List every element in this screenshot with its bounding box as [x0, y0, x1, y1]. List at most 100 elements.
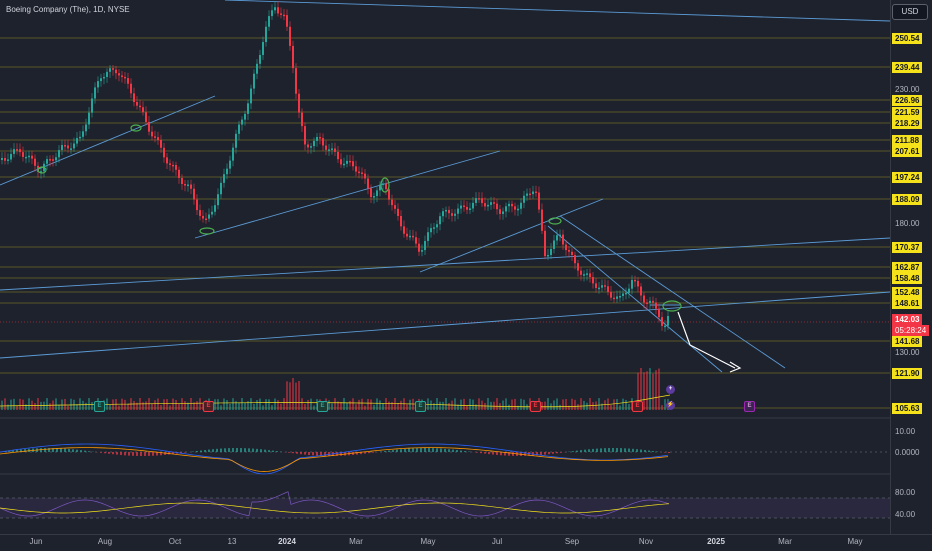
candle — [346, 161, 348, 164]
candle — [292, 46, 294, 68]
candle — [586, 273, 588, 275]
volume-bar — [190, 398, 192, 410]
candle — [70, 148, 72, 150]
time-axis[interactable] — [0, 534, 932, 551]
candle — [142, 107, 144, 112]
earnings-marker[interactable]: E — [744, 401, 755, 412]
volume-bar — [304, 404, 306, 410]
macd-histogram-bar — [448, 449, 450, 452]
candle — [298, 94, 300, 113]
volume-bar — [16, 406, 18, 410]
currency-button[interactable]: USD — [892, 4, 928, 20]
volume-bar — [124, 400, 126, 410]
candle — [307, 144, 309, 147]
volume-bar — [1, 401, 3, 410]
macd-histogram-bar — [196, 451, 198, 452]
earnings-marker[interactable]: E — [203, 401, 214, 412]
macd-histogram-bar — [256, 449, 258, 452]
candle — [526, 194, 528, 196]
macd-histogram-bar — [620, 448, 622, 452]
macd-histogram-bar — [140, 452, 142, 456]
volume-bar — [292, 378, 294, 410]
volume-bar — [262, 405, 264, 410]
candle — [172, 165, 174, 167]
candle — [649, 301, 651, 303]
time-axis-label: Jun — [30, 537, 43, 546]
earnings-marker[interactable]: E — [530, 401, 541, 412]
volume-bar — [406, 404, 408, 410]
earnings-marker[interactable]: E — [632, 401, 643, 412]
candle — [520, 203, 522, 209]
volume-bar — [118, 406, 120, 410]
candle — [394, 205, 396, 209]
event-circle-icon[interactable]: + — [666, 385, 675, 394]
price-level-label: 188.09 — [892, 194, 922, 205]
candle — [232, 148, 234, 161]
candle — [1, 158, 3, 160]
macd-histogram-bar — [144, 452, 146, 456]
candle — [331, 148, 333, 150]
volume-bar — [82, 401, 84, 410]
candle — [64, 145, 66, 147]
earnings-marker[interactable]: E — [415, 401, 426, 412]
volume-bar — [112, 399, 114, 410]
time-axis-label: Jul — [492, 537, 502, 546]
volume-bar — [592, 402, 594, 410]
candle — [133, 93, 135, 102]
volume-bar — [469, 399, 471, 410]
candle — [595, 283, 597, 288]
candle — [94, 87, 96, 98]
candle — [325, 146, 327, 150]
macd-histogram-bar — [628, 449, 630, 452]
candle — [367, 179, 369, 189]
candle — [91, 98, 93, 112]
volume-bar — [520, 399, 522, 410]
candle — [409, 236, 411, 238]
volume-bar — [655, 370, 657, 410]
chart-title: Boeing Company (The), 1D, NYSE — [6, 5, 130, 14]
volume-bar — [274, 398, 276, 410]
candle — [178, 170, 180, 178]
macd-histogram-bar — [64, 449, 66, 452]
macd-histogram-bar — [216, 449, 218, 452]
volume-bar — [508, 405, 510, 410]
candle — [604, 285, 606, 287]
time-axis-label: Oct — [169, 537, 181, 546]
volume-bar — [514, 399, 516, 410]
candle — [478, 198, 480, 200]
price-chart[interactable] — [0, 0, 890, 534]
candle — [451, 213, 453, 216]
event-circle-icon[interactable]: ⚡ — [666, 401, 675, 410]
candle — [667, 316, 669, 326]
volume-bar — [394, 398, 396, 410]
candle — [271, 10, 273, 16]
earnings-marker[interactable]: E — [317, 401, 328, 412]
candle — [475, 198, 477, 203]
macd-histogram-bar — [480, 452, 482, 453]
candle — [631, 280, 633, 289]
macd-histogram-bar — [80, 450, 82, 452]
volume-bar — [166, 399, 168, 410]
candle — [328, 149, 330, 151]
macd-histogram-bar — [184, 452, 186, 453]
price-level-label: 121.90 — [892, 368, 922, 379]
candle — [313, 141, 315, 146]
candle — [16, 149, 18, 151]
volume-bar — [334, 398, 336, 410]
candle — [181, 178, 183, 184]
volume-bar — [589, 398, 591, 410]
candle — [547, 255, 549, 257]
volume-bar — [553, 400, 555, 410]
macd-histogram-bar — [224, 448, 226, 452]
earnings-marker[interactable]: E — [94, 401, 105, 412]
macd-histogram-bar — [116, 452, 118, 455]
candle — [529, 194, 531, 196]
macd-histogram-bar — [464, 451, 466, 452]
macd-histogram-bar — [556, 452, 558, 453]
volume-bar — [382, 403, 384, 410]
volume-bar — [280, 404, 282, 410]
macd-histogram-bar — [436, 448, 438, 452]
volume-bar — [109, 405, 111, 410]
candle — [118, 73, 120, 75]
candle — [214, 205, 216, 212]
